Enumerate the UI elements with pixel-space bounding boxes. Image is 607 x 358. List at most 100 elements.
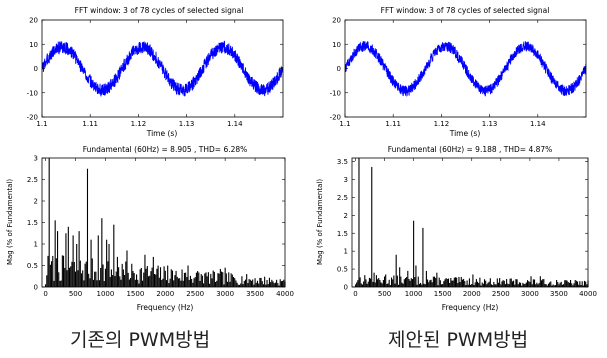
x-tick-label: 2000 (156, 290, 174, 298)
harmonic-bar (533, 279, 536, 287)
harmonic-bar (232, 276, 235, 287)
harmonic-bar (457, 283, 459, 287)
harmonic-bar (107, 261, 109, 287)
harmonic-bar (265, 284, 267, 287)
harmonic-bar (556, 279, 558, 287)
harmonic-bar (279, 279, 281, 287)
harmonic-bar (134, 279, 136, 287)
harmonic-bar (488, 281, 490, 287)
plot-frame (41, 157, 286, 288)
caption-proposed-pwm: 제안된 PWM방법 (388, 329, 529, 351)
harmonic-bar (502, 280, 504, 287)
harmonic-bar (453, 277, 455, 287)
harmonic-bar (97, 235, 99, 287)
harmonic-bar (244, 279, 247, 287)
harmonic-bar (234, 278, 236, 287)
harmonic-bar (422, 227, 424, 288)
chart-waveform-conventional: FFT window: 3 of 78 cycles of selected s… (27, 6, 284, 138)
harmonic-bar (140, 267, 142, 287)
harmonic-bar (72, 235, 74, 287)
harmonic-bar (394, 283, 396, 287)
harmonic-bar (51, 261, 53, 287)
harmonic-bar (482, 283, 484, 287)
harmonic-bar (88, 273, 90, 287)
harmonic-bar (180, 280, 182, 287)
harmonic-bar (436, 272, 438, 287)
x-tick-label: 1.11 (385, 120, 401, 128)
harmonic-bar (481, 282, 483, 287)
harmonic-bar (186, 277, 188, 287)
signal-line (345, 41, 586, 97)
harmonic-bar (490, 284, 493, 287)
harmonic-bar (549, 282, 551, 287)
y-tick-label: 3 (344, 176, 348, 184)
harmonic-bar (364, 275, 366, 287)
x-tick-label: 1.1 (36, 120, 47, 128)
harmonic-bar (359, 277, 361, 287)
harmonic-bar (578, 284, 580, 287)
harmonic-bar (132, 270, 134, 287)
harmonic-bar (84, 263, 86, 287)
harmonic-bar (552, 284, 554, 287)
harmonic-bar (259, 277, 261, 287)
harmonic-bar (256, 280, 259, 287)
harmonic-bar (513, 280, 515, 287)
harmonic-bar (573, 283, 575, 287)
harmonic-bar (152, 256, 154, 287)
harmonic-bar (52, 255, 54, 287)
x-tick-label: 1.11 (82, 120, 98, 128)
harmonic-bar (89, 278, 91, 287)
harmonic-bar (70, 266, 72, 287)
harmonic-bar (167, 265, 169, 287)
harmonic-bar (200, 274, 202, 287)
harmonic-bar (249, 279, 251, 287)
harmonic-bar (118, 267, 120, 287)
harmonic-bar (193, 278, 195, 287)
harmonic-bar (241, 276, 243, 287)
harmonic-bar (420, 282, 422, 287)
harmonic-bar (230, 273, 232, 287)
harmonic-bar (183, 272, 185, 287)
harmonic-bar (530, 276, 532, 287)
harmonic-bar (478, 283, 480, 287)
harmonic-bar (258, 283, 260, 287)
x-tick-label: 1.14 (530, 120, 546, 128)
harmonic-bar (393, 275, 395, 287)
harmonic-bar (67, 226, 69, 287)
harmonic-bar (531, 284, 533, 287)
harmonic-bar (264, 276, 266, 287)
harmonic-bar (388, 279, 390, 287)
harmonic-bar (523, 284, 525, 287)
harmonic-bar (268, 277, 270, 287)
harmonic-bar (581, 281, 583, 287)
x-tick-label: 4000 (276, 290, 294, 298)
harmonic-bar (54, 220, 56, 287)
harmonic-bar (564, 280, 566, 287)
caption-conventional-pwm: 기존의 PWM방법 (70, 329, 211, 351)
harmonic-bar (120, 279, 122, 287)
harmonic-bar (163, 266, 165, 287)
y-tick-label: 0 (337, 65, 341, 73)
harmonic-bar (229, 281, 231, 287)
harmonic-bar (76, 244, 78, 287)
harmonic-bar (228, 272, 230, 287)
harmonic-bar (137, 279, 139, 287)
harmonic-bar (374, 282, 376, 287)
harmonic-bar (522, 282, 524, 287)
harmonic-bar (187, 265, 189, 287)
harmonic-bar (262, 284, 264, 287)
harmonic-bar (266, 279, 268, 287)
harmonic-bar (78, 231, 80, 287)
harmonic-bar (149, 275, 151, 287)
harmonic-bar (456, 277, 458, 287)
x-tick-label: 3500 (550, 290, 568, 298)
harmonic-bar (450, 278, 452, 287)
harmonic-bar (424, 284, 426, 287)
harmonic-bar (130, 277, 132, 287)
chart-title: FFT window: 3 of 78 cycles of selected s… (75, 6, 244, 15)
harmonic-bar (454, 277, 457, 287)
x-tick-label: 500 (69, 290, 82, 298)
harmonic-bar (159, 267, 162, 287)
harmonic-bar (77, 270, 79, 287)
x-tick-label: 1000 (405, 290, 423, 298)
